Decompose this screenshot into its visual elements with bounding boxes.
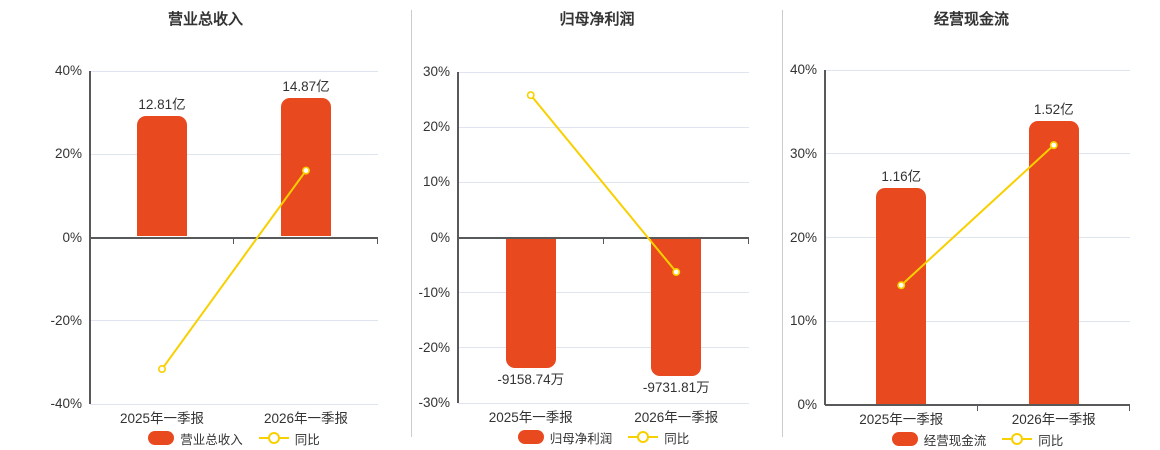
gridline — [825, 153, 1130, 155]
y-axis-label: 30% — [789, 145, 817, 161]
axis-tick — [233, 238, 234, 244]
gridline — [458, 126, 749, 128]
y-axis-label: 10% — [789, 313, 817, 329]
y-axis-label: -30% — [418, 395, 450, 410]
y-axis-label: 0% — [430, 229, 450, 245]
y-axis-label: 20% — [54, 146, 82, 162]
bar-value-label: 12.81亿 — [138, 96, 186, 112]
legend-line-ring — [1011, 433, 1024, 445]
gridline — [825, 69, 1130, 71]
line-marker[interactable] — [526, 91, 535, 100]
legend-label: 经营现金流 — [923, 433, 987, 448]
axis-tick — [602, 238, 604, 244]
legend: 营业总收入 同比 — [90, 429, 378, 448]
axis-tick — [377, 238, 378, 244]
y-axis-label: 0% — [797, 397, 817, 412]
zero-axis-line — [458, 236, 749, 239]
gridline — [90, 70, 378, 72]
legend-item-bar-series[interactable]: 归母净利润 — [517, 428, 613, 447]
chart-title: 经营现金流 — [933, 11, 1009, 28]
axis-tick — [976, 406, 978, 411]
y-axis-label: -10% — [418, 284, 450, 300]
legend-item-line-series[interactable]: 同比 — [1002, 430, 1063, 449]
gridline — [90, 403, 378, 405]
zero-axis-line — [90, 236, 378, 239]
bar[interactable] — [651, 238, 702, 376]
legend-line-marker-icon — [1002, 432, 1033, 446]
bar-value-label: 1.16亿 — [881, 169, 922, 185]
y-axis-label: 40% — [54, 63, 82, 78]
zero-axis-line — [825, 404, 1130, 406]
legend-item-bar-series[interactable]: 经营现金流 — [891, 430, 987, 449]
panel-divider — [411, 10, 412, 437]
legend-bar-swatch-icon — [517, 430, 544, 444]
bar[interactable] — [137, 115, 187, 237]
axis-tick — [1129, 406, 1130, 411]
x-axis-label: 2026年一季报 — [263, 411, 349, 426]
gridline — [825, 237, 1130, 238]
axis-tick — [748, 238, 749, 244]
bar[interactable] — [1028, 121, 1079, 404]
y-axis-label: 10% — [422, 174, 450, 190]
gridline — [90, 320, 378, 322]
legend-label: 同比 — [664, 431, 690, 446]
chart-title: 归母净利润 — [559, 11, 635, 28]
gridline — [825, 320, 1130, 322]
legend-label: 营业总收入 — [180, 432, 243, 447]
chart-panel-cash-flow: 经营现金流 40% 30% 20% 10% 0% 1.16亿 2025年一季报 1.52亿 20… — [783, 0, 1160, 450]
x-axis-label: 2025年一季报 — [859, 412, 944, 427]
y-axis-label: -40% — [50, 396, 82, 411]
x-axis-label: 2026年一季报 — [634, 410, 719, 425]
legend-bar-swatch-icon — [148, 431, 175, 445]
gridline — [458, 292, 749, 294]
y-axis-line — [824, 70, 826, 405]
legend-item-bar-series[interactable]: 营业总收入 — [148, 429, 243, 448]
line-marker[interactable] — [158, 365, 167, 374]
legend-bar-swatch-icon — [891, 432, 918, 446]
gridline — [458, 71, 749, 73]
legend-line-marker-icon — [628, 430, 659, 444]
y-axis-label: 20% — [422, 119, 450, 135]
y-axis-line — [457, 72, 459, 403]
panel-divider — [782, 10, 783, 437]
x-axis-label: 2025年一季报 — [488, 410, 573, 425]
legend: 归母净利润 同比 — [458, 428, 749, 447]
y-axis-label: -20% — [50, 312, 82, 328]
legend-label: 同比 — [1038, 433, 1064, 448]
bar[interactable] — [876, 188, 927, 404]
bar-value-label: 1.52亿 — [1033, 102, 1074, 118]
gridline — [90, 153, 378, 155]
y-axis-label: -20% — [418, 339, 450, 355]
legend-item-line-series[interactable]: 同比 — [258, 429, 320, 448]
legend-label: 归母净利润 — [549, 431, 613, 446]
bar-value-label: -9731.81万 — [642, 379, 710, 395]
chart-panel-net-profit: 归母净利润 30% 20% 10% 0% -10% -20% -30% -9158.74万 20… — [412, 0, 782, 450]
y-axis-label: 0% — [62, 229, 82, 245]
y-axis-line — [89, 71, 91, 404]
y-axis-label: 20% — [789, 229, 817, 245]
legend-label: 同比 — [294, 432, 320, 447]
bar[interactable] — [505, 238, 556, 368]
x-axis-label: 2025年一季报 — [119, 411, 205, 426]
y-axis-label: 40% — [789, 62, 817, 77]
trend-line-layer — [897, 141, 1058, 290]
gridline — [458, 181, 749, 183]
legend-line-ring — [267, 432, 280, 444]
bar[interactable] — [281, 97, 331, 237]
x-axis-label: 2026年一季报 — [1011, 412, 1096, 427]
chart-title: 营业总收入 — [167, 11, 243, 28]
legend-line-marker-icon — [258, 431, 289, 445]
bar-value-label: 14.87亿 — [282, 78, 330, 94]
legend-line-ring — [637, 431, 650, 443]
gridline — [458, 347, 749, 349]
legend: 经营现金流 同比 — [825, 430, 1130, 449]
gridline — [458, 402, 749, 404]
y-axis-label: 30% — [422, 64, 450, 79]
chart-panel-revenue: 营业总收入 40% 20% 0% -20% -40% 12.81亿 2025年一季报 14.8… — [0, 0, 411, 450]
bar-value-label: -9158.74万 — [497, 371, 565, 387]
legend-item-line-series[interactable]: 同比 — [628, 428, 689, 447]
